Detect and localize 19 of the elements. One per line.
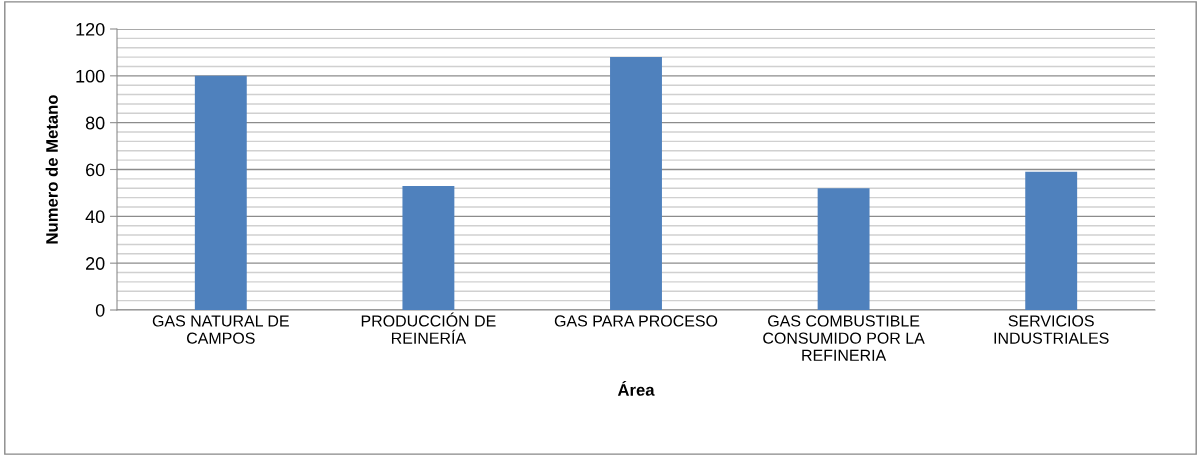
y-tick-label: 0 bbox=[95, 303, 105, 317]
y-tick-label: 80 bbox=[85, 116, 105, 130]
x-axis-title: Área bbox=[617, 380, 655, 396]
y-tick-label: 20 bbox=[86, 257, 105, 270]
x-tick-label: GAS NATURAL DE CAMPOS bbox=[152, 315, 289, 344]
x-tick-label: GAS COMBUSTIBLE CONSUMIDO POR LA REFINERIA bbox=[763, 315, 925, 361]
y-tick-label: 60 bbox=[86, 163, 105, 177]
y-tick-label: 100 bbox=[76, 69, 105, 83]
bar bbox=[817, 188, 870, 310]
bar bbox=[402, 185, 455, 310]
bar bbox=[610, 57, 662, 310]
y-tick-label: 120 bbox=[76, 22, 105, 36]
x-tick-label: GAS PARA PROCESO bbox=[554, 315, 718, 327]
x-tick-label: PRODUCCIÓN DE REINERÍA bbox=[361, 312, 496, 344]
bar bbox=[1025, 171, 1078, 310]
y-axis-title: Numero de Metano bbox=[45, 95, 58, 244]
bar bbox=[194, 75, 247, 310]
x-tick-label: SERVICIOS INDUSTRIALES bbox=[994, 315, 1109, 344]
y-tick-label: 40 bbox=[85, 210, 105, 224]
